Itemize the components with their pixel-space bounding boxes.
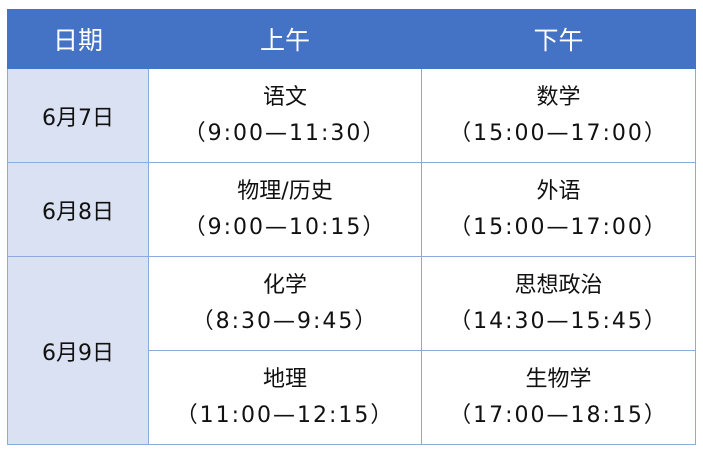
subject: 数学 [536, 84, 581, 110]
exam-cell: 地理 （11:00—12:15） [148, 350, 422, 445]
subject: 化学 [262, 272, 307, 298]
subject: 思想政治 [514, 272, 603, 298]
time: （15:00—17:00） [449, 214, 668, 240]
table-row: 6月8日 物理/历史 （9:00—10:15） 外语 （15:00—17:00） [7, 162, 696, 257]
exam-cell: 思想政治 （14:30—15:45） [421, 256, 696, 351]
date-cell: 6月7日 [7, 68, 149, 163]
header-date: 日期 [7, 9, 149, 69]
exam-cell: 语文 （9:00—11:30） [148, 68, 422, 163]
header-row: 日期 上午 下午 [7, 9, 696, 69]
header-morning: 上午 [148, 9, 422, 69]
header-afternoon: 下午 [421, 9, 696, 69]
exam-schedule-table: 日期 上午 下午 6月7日 语文 （9:00—11:30） 数学 （15:00—17… [7, 9, 696, 445]
exam-cell: 生物学 （17:00—18:15） [421, 350, 696, 445]
time: （17:00—18:15） [449, 402, 668, 428]
date-cell: 6月9日 [7, 256, 149, 445]
subject: 语文 [262, 84, 307, 110]
date-cell: 6月8日 [7, 162, 149, 257]
subject: 地理 [262, 366, 307, 392]
table-row: 地理 （11:00—12:15） 生物学 （17:00—18:15） [8, 350, 696, 445]
time: （8:30—9:45） [191, 308, 379, 334]
table-row: 6月7日 语文 （9:00—11:30） 数学 （15:00—17:00） [7, 68, 696, 163]
subject: 物理/历史 [237, 178, 333, 204]
time: （11:00—12:15） [175, 402, 395, 428]
exam-cell: 数学 （15:00—17:00） [421, 68, 696, 163]
time: （14:30—15:45） [449, 308, 668, 334]
exam-cell: 物理/历史 （9:00—10:15） [148, 162, 422, 257]
time: （9:00—11:30） [183, 120, 387, 146]
table-row: 6月9日 化学 （8:30—9:45） 思想政治 （14:30—15:45） [7, 256, 696, 445]
subject: 生物学 [525, 366, 592, 392]
time: （15:00—17:00） [449, 120, 668, 146]
subject: 外语 [536, 178, 581, 204]
time: （9:00—10:15） [183, 214, 387, 240]
exam-cell: 外语 （15:00—17:00） [421, 162, 696, 257]
exam-cell: 化学 （8:30—9:45） [148, 256, 422, 351]
